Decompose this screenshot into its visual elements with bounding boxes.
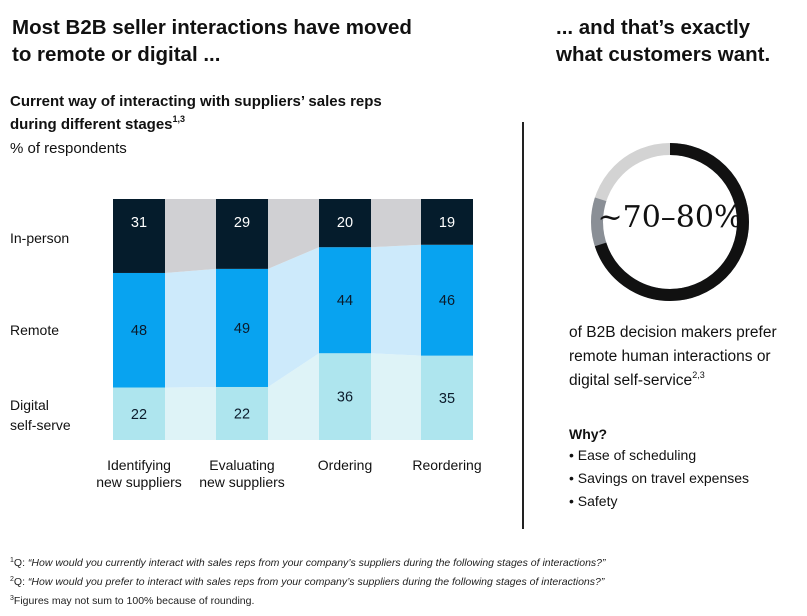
connector-band-in-person: [165, 199, 216, 273]
chart-unit: % of respondents: [10, 140, 127, 157]
footnote-1: 1Q: “How would you currently interact wi…: [10, 557, 606, 569]
bar-segment-remote: [421, 244, 473, 356]
stat-ring: [591, 143, 749, 301]
bar-value-label: 22: [131, 407, 147, 423]
connector-band-remote: [371, 244, 421, 356]
footnote-3: 3Figures may not sum to 100% because of …: [10, 595, 255, 607]
footnote-2: 2Q: “How would you prefer to interact wi…: [10, 576, 605, 588]
category-label: Identifying new suppliers: [96, 457, 182, 490]
footnotes: 1Q: “How would you currently interact wi…: [10, 556, 606, 608]
headline-right-line2: what customers want.: [556, 43, 771, 66]
chart-title-line2: during different stages: [10, 116, 173, 133]
bar-value-label: 29: [234, 215, 250, 231]
why-item: • Safety: [569, 493, 618, 509]
stat-desc-footnote-ref: 2,3: [692, 370, 705, 380]
category-label: Reordering: [412, 457, 482, 473]
headline-left: Most B2B seller interactions have moved …: [12, 14, 412, 68]
bar-segment-digital: [216, 386, 268, 440]
bar-value-label: 44: [337, 293, 353, 309]
bar-value-label: 48: [131, 323, 147, 339]
chart-title-line1: Current way of interacting with supplier…: [10, 93, 382, 110]
bar-segment-in-person: [113, 199, 165, 273]
category-label: Ordering: [317, 457, 373, 473]
connector-band-remote: [165, 268, 216, 388]
connector-band-in-person: [371, 199, 421, 248]
ring-main-arc: [591, 143, 749, 301]
bar-value-label: 19: [439, 215, 455, 231]
row-label-in-person: In-person: [10, 230, 70, 246]
bar-value-label: 36: [337, 390, 353, 406]
why-item: • Ease of scheduling: [569, 447, 697, 463]
bar-segment-in-person: [421, 199, 473, 245]
connector-band-digital: [165, 386, 216, 440]
bar-segment-remote: [216, 268, 268, 387]
headline-left-line1: Most B2B seller interactions have moved: [12, 16, 412, 39]
row-label-digital: Digital self-serve: [10, 395, 71, 435]
bar-segment-digital: [113, 387, 165, 440]
stat-desc-line2: remote human interactions or: [569, 348, 771, 365]
bar-segments: [113, 199, 473, 440]
row-label-digital-line2: self-serve: [10, 417, 71, 433]
connector-band-in-person: [268, 199, 319, 269]
bar-value-label: 20: [337, 215, 353, 231]
stat-desc-line3: digital self-service: [569, 372, 693, 389]
category-label: Evaluating new suppliers: [199, 457, 285, 490]
chart-title: Current way of interacting with supplier…: [10, 90, 382, 136]
headline-right: ... and that’s exactly what customers wa…: [556, 14, 770, 68]
headline-right-line1: ... and that’s exactly: [556, 16, 751, 39]
bar-value-labels: 22 48 31 22 49 29 36 44 20 35 46 19: [131, 215, 455, 423]
why-item: • Savings on travel expenses: [569, 470, 750, 486]
why-title: Why?: [569, 426, 608, 442]
connector-band-remote: [268, 247, 319, 387]
why-list: • Ease of scheduling • Savings on travel…: [569, 445, 749, 511]
stat-desc-line1: of B2B decision makers prefer: [569, 324, 777, 341]
bar-segment-in-person: [319, 199, 371, 248]
bar-value-label: 46: [439, 293, 455, 309]
row-label-remote: Remote: [10, 322, 60, 338]
stat-description: of B2B decision makers prefer remote hum…: [569, 321, 777, 393]
bar-value-label: 22: [234, 406, 250, 422]
bar-value-label: 49: [234, 321, 250, 337]
headline-left-line2: to remote or digital ...: [12, 43, 221, 66]
bar-segment-remote: [319, 247, 371, 354]
connector-bands: [165, 199, 421, 440]
stat-value: ~70–80%: [597, 200, 743, 235]
chart-title-footnote-ref: 1,3: [172, 114, 186, 124]
connector-band-digital: [268, 353, 319, 440]
bar-segment-digital: [319, 353, 371, 440]
section-divider: [522, 122, 524, 529]
bar-segment-in-person: [216, 199, 268, 269]
bar-value-label: 35: [439, 391, 455, 407]
connector-band-digital: [371, 353, 421, 440]
row-label-digital-line1: Digital: [10, 397, 49, 413]
bar-value-label: 31: [131, 215, 147, 231]
stacked-bar-chart: 22 48 31 22 49 29 36 44 20 35 46 19: [113, 199, 473, 440]
bar-segment-remote: [113, 272, 165, 388]
bar-segment-digital: [421, 355, 473, 440]
